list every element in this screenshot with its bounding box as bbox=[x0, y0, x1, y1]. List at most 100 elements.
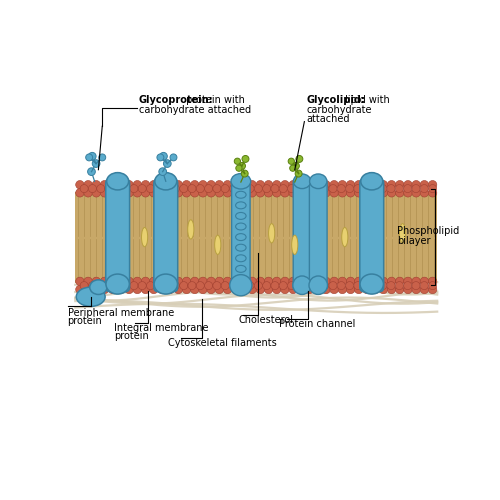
Circle shape bbox=[246, 184, 254, 192]
Circle shape bbox=[88, 168, 96, 175]
FancyBboxPatch shape bbox=[293, 180, 311, 290]
Circle shape bbox=[280, 285, 289, 294]
Circle shape bbox=[420, 282, 428, 290]
Circle shape bbox=[248, 180, 256, 189]
Circle shape bbox=[108, 277, 117, 285]
Circle shape bbox=[322, 188, 330, 197]
Circle shape bbox=[146, 282, 154, 290]
Circle shape bbox=[207, 277, 216, 285]
Circle shape bbox=[290, 165, 296, 172]
Circle shape bbox=[296, 156, 303, 162]
Circle shape bbox=[396, 277, 404, 285]
Circle shape bbox=[88, 184, 96, 192]
Circle shape bbox=[166, 277, 174, 285]
Circle shape bbox=[84, 277, 92, 285]
Circle shape bbox=[289, 277, 298, 285]
Circle shape bbox=[379, 285, 388, 294]
Circle shape bbox=[428, 282, 436, 290]
Ellipse shape bbox=[236, 212, 246, 220]
Circle shape bbox=[304, 282, 312, 290]
Circle shape bbox=[125, 188, 134, 197]
Circle shape bbox=[379, 180, 388, 189]
Circle shape bbox=[116, 277, 125, 285]
Circle shape bbox=[264, 285, 273, 294]
Circle shape bbox=[190, 180, 199, 189]
Circle shape bbox=[256, 285, 264, 294]
Circle shape bbox=[116, 180, 125, 189]
Circle shape bbox=[362, 282, 370, 290]
Circle shape bbox=[142, 277, 150, 285]
Circle shape bbox=[238, 162, 246, 170]
Circle shape bbox=[420, 180, 428, 189]
Circle shape bbox=[158, 285, 166, 294]
Circle shape bbox=[92, 160, 100, 168]
Circle shape bbox=[236, 165, 242, 172]
Text: attached: attached bbox=[306, 114, 350, 124]
Circle shape bbox=[280, 277, 289, 285]
Text: bilayer: bilayer bbox=[397, 236, 430, 246]
Circle shape bbox=[100, 180, 109, 189]
Circle shape bbox=[88, 152, 96, 160]
Circle shape bbox=[338, 277, 346, 285]
Circle shape bbox=[362, 184, 370, 192]
FancyBboxPatch shape bbox=[232, 180, 250, 290]
Text: Peripheral membrane: Peripheral membrane bbox=[68, 308, 174, 318]
Ellipse shape bbox=[236, 234, 246, 240]
Circle shape bbox=[180, 184, 188, 192]
Circle shape bbox=[174, 180, 182, 189]
Circle shape bbox=[198, 285, 207, 294]
Ellipse shape bbox=[361, 172, 382, 190]
Circle shape bbox=[288, 282, 296, 290]
Circle shape bbox=[238, 282, 246, 290]
Circle shape bbox=[404, 282, 411, 290]
Circle shape bbox=[166, 285, 174, 294]
Circle shape bbox=[297, 277, 306, 285]
Circle shape bbox=[157, 154, 164, 161]
Circle shape bbox=[288, 184, 296, 192]
Circle shape bbox=[271, 184, 279, 192]
Circle shape bbox=[92, 188, 100, 197]
Circle shape bbox=[329, 282, 337, 290]
Circle shape bbox=[329, 184, 337, 192]
Circle shape bbox=[198, 277, 207, 285]
Circle shape bbox=[404, 180, 412, 189]
Circle shape bbox=[240, 285, 248, 294]
Circle shape bbox=[116, 188, 125, 197]
Circle shape bbox=[322, 180, 330, 189]
Circle shape bbox=[346, 184, 354, 192]
Circle shape bbox=[215, 180, 224, 189]
Circle shape bbox=[158, 188, 166, 197]
Circle shape bbox=[163, 282, 171, 290]
Circle shape bbox=[271, 282, 279, 290]
Circle shape bbox=[412, 285, 420, 294]
Circle shape bbox=[213, 282, 221, 290]
Circle shape bbox=[362, 180, 371, 189]
Circle shape bbox=[346, 180, 355, 189]
Circle shape bbox=[338, 285, 346, 294]
Circle shape bbox=[297, 180, 306, 189]
Circle shape bbox=[108, 188, 117, 197]
Circle shape bbox=[196, 282, 204, 290]
Circle shape bbox=[76, 285, 84, 294]
Ellipse shape bbox=[236, 223, 246, 230]
Circle shape bbox=[379, 277, 388, 285]
Circle shape bbox=[346, 188, 355, 197]
Circle shape bbox=[166, 180, 174, 189]
Circle shape bbox=[304, 184, 312, 192]
Circle shape bbox=[155, 184, 163, 192]
Circle shape bbox=[396, 188, 404, 197]
Circle shape bbox=[280, 180, 289, 189]
Circle shape bbox=[99, 154, 105, 161]
Circle shape bbox=[100, 277, 109, 285]
Circle shape bbox=[150, 188, 158, 197]
Circle shape bbox=[142, 188, 150, 197]
Circle shape bbox=[122, 282, 130, 290]
Circle shape bbox=[207, 188, 216, 197]
Ellipse shape bbox=[230, 274, 252, 296]
Circle shape bbox=[240, 188, 248, 197]
Circle shape bbox=[96, 184, 105, 192]
Circle shape bbox=[130, 184, 138, 192]
Circle shape bbox=[320, 184, 329, 192]
Circle shape bbox=[314, 180, 322, 189]
Circle shape bbox=[306, 285, 314, 294]
